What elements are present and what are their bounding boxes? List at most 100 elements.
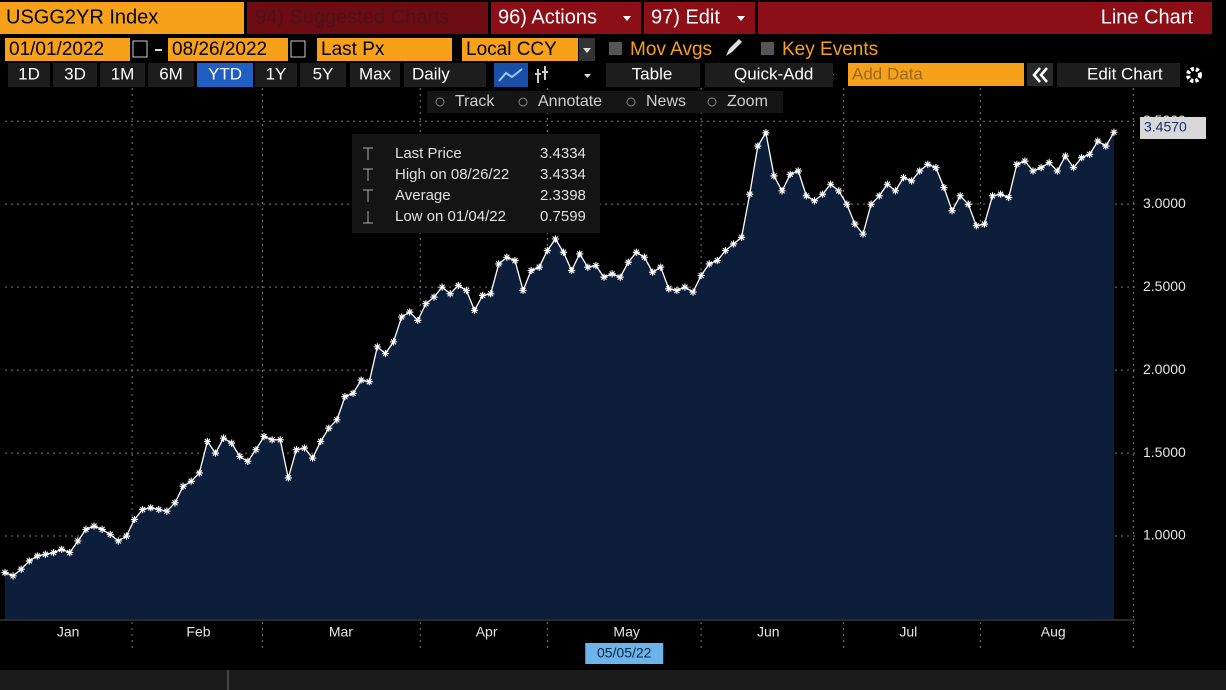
star-marker bbox=[90, 522, 98, 530]
tool-label[interactable]: News bbox=[646, 93, 686, 110]
range-label[interactable]: Max bbox=[359, 64, 392, 83]
range-label[interactable]: YTD bbox=[208, 64, 242, 83]
star-marker bbox=[300, 444, 309, 452]
ticker-box[interactable] bbox=[0, 2, 244, 34]
start-date-box[interactable] bbox=[5, 38, 130, 61]
star-marker bbox=[1, 568, 9, 577]
star-marker bbox=[139, 505, 147, 514]
tool-icon[interactable] bbox=[435, 97, 445, 107]
currency[interactable]: Local CCY bbox=[466, 39, 557, 60]
range-label[interactable]: 6M bbox=[159, 64, 183, 83]
currency-box[interactable] bbox=[462, 38, 578, 61]
period[interactable]: Daily bbox=[412, 64, 450, 83]
tool-icon[interactable] bbox=[518, 97, 528, 107]
toolbar-button[interactable] bbox=[705, 63, 833, 87]
checkbox[interactable] bbox=[609, 42, 622, 55]
edit-label[interactable]: 97) Edit bbox=[651, 6, 720, 28]
end-date-box[interactable] bbox=[168, 38, 288, 61]
star-marker bbox=[244, 457, 252, 465]
star-marker bbox=[859, 230, 867, 238]
add-data-placeholder[interactable]: Add Data bbox=[852, 64, 923, 83]
star-marker bbox=[907, 177, 916, 185]
tool-button[interactable] bbox=[510, 91, 632, 113]
gear-icon[interactable] bbox=[1186, 67, 1202, 83]
tool-label[interactable]: Zoom bbox=[727, 93, 768, 110]
tool-label[interactable]: Track bbox=[455, 93, 495, 110]
ticker[interactable]: USGG2YR Index bbox=[6, 6, 158, 28]
star-marker bbox=[179, 482, 187, 490]
range-label[interactable]: 1Y bbox=[266, 64, 287, 83]
star-marker bbox=[130, 515, 139, 524]
key-events[interactable]: Key Events bbox=[782, 39, 878, 60]
legend-label: Last Price bbox=[395, 145, 462, 162]
tool-button[interactable] bbox=[618, 91, 706, 113]
range-label[interactable]: 5Y bbox=[313, 64, 334, 83]
start-date[interactable]: 01/01/2022 bbox=[9, 39, 104, 60]
star-marker bbox=[430, 293, 438, 301]
toolbar-button[interactable] bbox=[404, 63, 486, 87]
line-chart-icon-button[interactable] bbox=[494, 63, 528, 87]
star-marker bbox=[673, 286, 681, 295]
quick-add[interactable]: Quick-Add bbox=[734, 64, 813, 83]
suggested-button[interactable] bbox=[247, 2, 488, 34]
field[interactable]: Last Px bbox=[321, 39, 385, 60]
star-marker bbox=[333, 416, 341, 424]
tool-button[interactable] bbox=[427, 91, 523, 113]
pencil-icon[interactable] bbox=[726, 39, 742, 56]
tool-icon[interactable] bbox=[707, 97, 717, 107]
star-marker bbox=[899, 174, 908, 182]
calendar-icon[interactable] bbox=[132, 40, 148, 58]
field-box[interactable] bbox=[317, 38, 452, 61]
range-label[interactable]: 3D bbox=[64, 64, 86, 83]
suggested-label[interactable]: 94) Suggested Charts bbox=[255, 6, 450, 28]
star-marker bbox=[317, 437, 325, 446]
star-marker bbox=[932, 164, 940, 172]
edit-chart[interactable]: Edit Chart bbox=[1087, 64, 1163, 83]
star-marker bbox=[203, 437, 211, 446]
add-data-input[interactable] bbox=[848, 63, 1024, 86]
star-marker bbox=[49, 549, 58, 557]
range-button[interactable] bbox=[100, 63, 145, 87]
mov-avgs[interactable]: Mov Avgs bbox=[630, 39, 712, 60]
star-marker bbox=[713, 256, 721, 265]
star-marker bbox=[980, 220, 989, 228]
calendar-icon[interactable] bbox=[290, 40, 306, 58]
star-marker bbox=[924, 160, 932, 168]
y-tick-label: 2.0000 bbox=[1143, 361, 1186, 377]
star-marker bbox=[462, 286, 470, 295]
star-marker bbox=[721, 247, 730, 255]
toolbar-button[interactable] bbox=[606, 63, 700, 87]
star-marker bbox=[1053, 167, 1061, 175]
actions-label[interactable]: 96) Actions bbox=[498, 6, 597, 28]
range-button[interactable] bbox=[8, 63, 50, 87]
toolbar-button[interactable] bbox=[1057, 63, 1180, 87]
tool-button[interactable] bbox=[699, 91, 783, 113]
legend-value: 0.7599 bbox=[540, 208, 586, 225]
actions-button[interactable] bbox=[491, 2, 641, 34]
checkbox[interactable] bbox=[761, 42, 774, 55]
bar-icon[interactable] bbox=[535, 66, 548, 83]
range-button[interactable] bbox=[300, 63, 346, 87]
tool-label[interactable]: Annotate bbox=[538, 93, 602, 110]
legend-box bbox=[352, 134, 600, 233]
star-marker bbox=[438, 283, 446, 291]
range-button[interactable] bbox=[255, 63, 297, 87]
range-button[interactable] bbox=[148, 63, 194, 87]
star-marker bbox=[608, 270, 616, 278]
range-button[interactable] bbox=[197, 63, 253, 87]
legend-value: 3.4334 bbox=[540, 166, 586, 183]
star-marker bbox=[276, 436, 284, 444]
range-label[interactable]: 1D bbox=[18, 64, 40, 83]
range-button[interactable] bbox=[53, 63, 97, 87]
range-label[interactable]: 1M bbox=[111, 64, 135, 83]
star-marker bbox=[738, 233, 746, 241]
range-button[interactable] bbox=[350, 63, 400, 87]
tool-icon[interactable] bbox=[626, 97, 636, 107]
star-marker bbox=[341, 393, 349, 401]
status-bar bbox=[0, 670, 1226, 690]
end-date[interactable]: 08/26/2022 bbox=[172, 39, 267, 60]
dropdown-arrow bbox=[583, 48, 591, 53]
table-button[interactable]: Table bbox=[632, 64, 673, 83]
edit-button[interactable] bbox=[644, 2, 755, 34]
star-marker bbox=[9, 572, 17, 580]
